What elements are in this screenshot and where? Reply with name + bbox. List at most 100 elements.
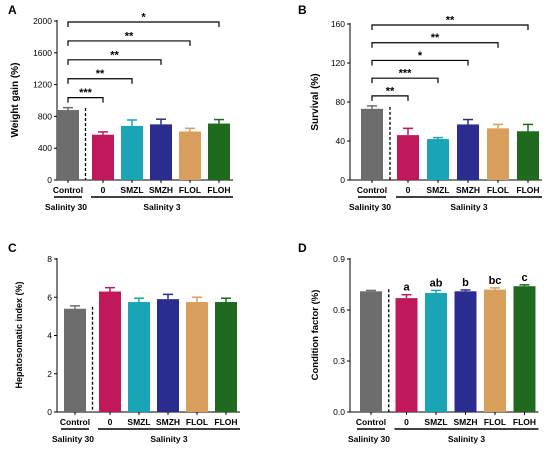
bar xyxy=(513,286,536,412)
x-tick-label: SMZL xyxy=(426,185,449,195)
x-tick-label: SMZH xyxy=(149,185,173,195)
significance-bracket xyxy=(67,78,133,84)
significance-letter: bc xyxy=(489,275,502,287)
significance-letter: c xyxy=(521,272,527,284)
group-label: Salinity 30 xyxy=(349,202,391,212)
significance-label: *** xyxy=(79,87,93,99)
x-tick-label: Control xyxy=(357,185,387,195)
y-tick-label: 6 xyxy=(47,292,52,302)
bar xyxy=(92,134,114,180)
panel-c: C 0 2 4 6 8 Hepatosomatic index (%) Control 0 SMZ… xyxy=(8,241,240,444)
bar xyxy=(121,125,143,180)
significance-bracket xyxy=(371,42,499,48)
significance-bracket xyxy=(67,97,104,103)
x-tick-label: SMZL xyxy=(424,417,447,427)
y-tick-label: 1600 xyxy=(33,48,52,58)
significance-bracket xyxy=(67,21,220,27)
bar xyxy=(457,124,479,180)
y-axis-label: Hepatosomatic index (%) xyxy=(14,281,24,388)
bar xyxy=(454,291,477,412)
x-tick-label: Control xyxy=(356,417,386,427)
x-tick-label: Control xyxy=(60,417,90,427)
bar xyxy=(128,302,150,412)
x-tick-label: SMZH xyxy=(453,417,477,427)
x-tick-label: 0 xyxy=(101,185,106,195)
bar xyxy=(99,291,121,412)
significance-bracket xyxy=(67,59,162,65)
bar xyxy=(484,289,506,412)
y-tick-label: 40 xyxy=(336,136,346,146)
significance-bracket xyxy=(371,24,529,30)
significance-label: ** xyxy=(446,15,455,27)
bar xyxy=(150,124,172,180)
x-tick-label: 0 xyxy=(108,417,113,427)
significance-bracket xyxy=(371,77,439,84)
x-tick-label: FLOH xyxy=(516,185,539,195)
y-tick-label: 120 xyxy=(331,58,345,68)
bar xyxy=(157,299,179,412)
panel-letter: A xyxy=(8,3,17,17)
y-tick-label: 160 xyxy=(331,19,345,29)
x-tick-label: Control xyxy=(53,185,83,195)
significance-label: ** xyxy=(96,68,105,80)
y-tick-label: 1200 xyxy=(33,80,52,90)
bar xyxy=(57,110,79,180)
y-tick-label: 0 xyxy=(47,407,52,417)
group-label: Salinity 3 xyxy=(448,434,486,444)
x-tick-label: 0 xyxy=(404,417,409,427)
panel-a: A 0 400 800 1200 1600 2000 Weight gain (%) Contr… xyxy=(8,3,233,212)
y-tick-label: 0 xyxy=(340,175,345,185)
x-tick-label: 0 xyxy=(406,185,411,195)
x-tick-label: SMZL xyxy=(120,185,143,195)
significance-label: * xyxy=(141,12,146,24)
bar xyxy=(425,293,447,412)
x-tick-label: FLOL xyxy=(186,417,208,427)
x-tick-label: FLOH xyxy=(214,417,237,427)
y-tick-label: 80 xyxy=(336,97,346,107)
bar xyxy=(208,123,230,180)
group-label: Salinity 3 xyxy=(450,202,488,212)
bar xyxy=(186,302,208,412)
bar xyxy=(64,308,86,412)
x-tick-label: FLOH xyxy=(207,185,230,195)
y-tick-label: 0 xyxy=(47,175,52,185)
bar xyxy=(361,108,383,180)
x-tick-label: FLOL xyxy=(484,417,506,427)
group-label: Salinity 3 xyxy=(143,202,181,212)
y-tick-label: 8 xyxy=(47,254,52,264)
significance-bracket xyxy=(371,95,409,101)
x-tick-label: FLOL xyxy=(487,185,509,195)
bar xyxy=(487,128,509,180)
panel-letter: C xyxy=(8,241,17,255)
bar xyxy=(179,131,201,180)
significance-letter: b xyxy=(462,277,469,289)
x-tick-label: FLOL xyxy=(179,185,201,195)
panel-d: D 0.0 0.3 0.6 0.9 Condition factor (%) Control… xyxy=(298,241,539,444)
significance-letter: ab xyxy=(430,277,443,289)
y-tick-label: 4 xyxy=(47,331,52,341)
x-tick-label: FLOH xyxy=(513,417,536,427)
bar xyxy=(397,135,419,180)
significance-label: ** xyxy=(125,30,134,42)
significance-bracket xyxy=(371,59,469,66)
significance-label: * xyxy=(418,50,423,62)
significance-letter: a xyxy=(403,282,410,294)
bar xyxy=(215,302,237,412)
y-tick-label: 0.6 xyxy=(333,305,345,315)
significance-bracket xyxy=(67,40,191,46)
significance-label: ** xyxy=(386,85,395,97)
panel-b: B 0 40 80 120 160 Survival (%) Control 0 SMZL SMZH… xyxy=(298,3,542,212)
y-tick-label: 400 xyxy=(38,143,52,153)
significance-label: ** xyxy=(431,32,440,44)
significance-label: ** xyxy=(110,49,119,61)
y-axis-label: Weight gain (%) xyxy=(10,63,21,138)
y-tick-label: 0.9 xyxy=(333,254,345,264)
bar xyxy=(395,298,418,412)
bar xyxy=(360,291,382,412)
y-tick-label: 800 xyxy=(38,111,52,121)
significance-label: *** xyxy=(399,68,413,80)
group-label: Salinity 3 xyxy=(150,434,188,444)
y-axis-label: Condition factor (%) xyxy=(310,290,321,381)
panel-letter: D xyxy=(298,241,307,255)
